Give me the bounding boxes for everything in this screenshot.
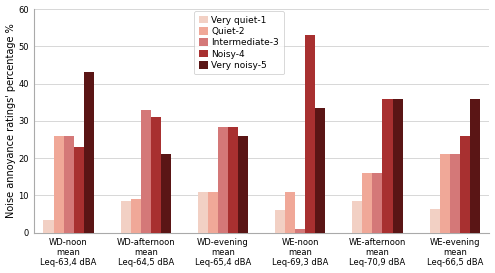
Bar xyxy=(44,220,53,233)
Bar xyxy=(74,147,84,233)
Y-axis label: Noise annoyance ratings' percentage %: Noise annoyance ratings' percentage % xyxy=(5,23,15,218)
Bar xyxy=(84,72,94,233)
Bar xyxy=(161,155,171,233)
Bar xyxy=(305,35,315,233)
Bar xyxy=(295,229,305,233)
Legend: Very quiet-1, Quiet-2, Intermediate-3, Noisy-4, Very noisy-5: Very quiet-1, Quiet-2, Intermediate-3, N… xyxy=(194,11,284,74)
Bar xyxy=(362,173,372,233)
Bar xyxy=(275,210,285,233)
Bar xyxy=(372,173,383,233)
Bar xyxy=(440,155,449,233)
Bar xyxy=(383,99,393,233)
Bar xyxy=(63,136,74,233)
Bar xyxy=(131,199,141,233)
Bar xyxy=(315,108,325,233)
Bar xyxy=(228,126,238,233)
Bar xyxy=(460,136,470,233)
Bar xyxy=(53,136,63,233)
Bar xyxy=(151,117,161,233)
Bar xyxy=(121,201,131,233)
Bar xyxy=(470,99,480,233)
Bar xyxy=(430,209,440,233)
Bar xyxy=(141,110,151,233)
Bar xyxy=(285,192,295,233)
Bar xyxy=(352,201,362,233)
Bar xyxy=(198,192,208,233)
Bar xyxy=(208,192,218,233)
Bar xyxy=(218,126,228,233)
Bar xyxy=(449,155,460,233)
Bar xyxy=(393,99,402,233)
Bar xyxy=(238,136,248,233)
